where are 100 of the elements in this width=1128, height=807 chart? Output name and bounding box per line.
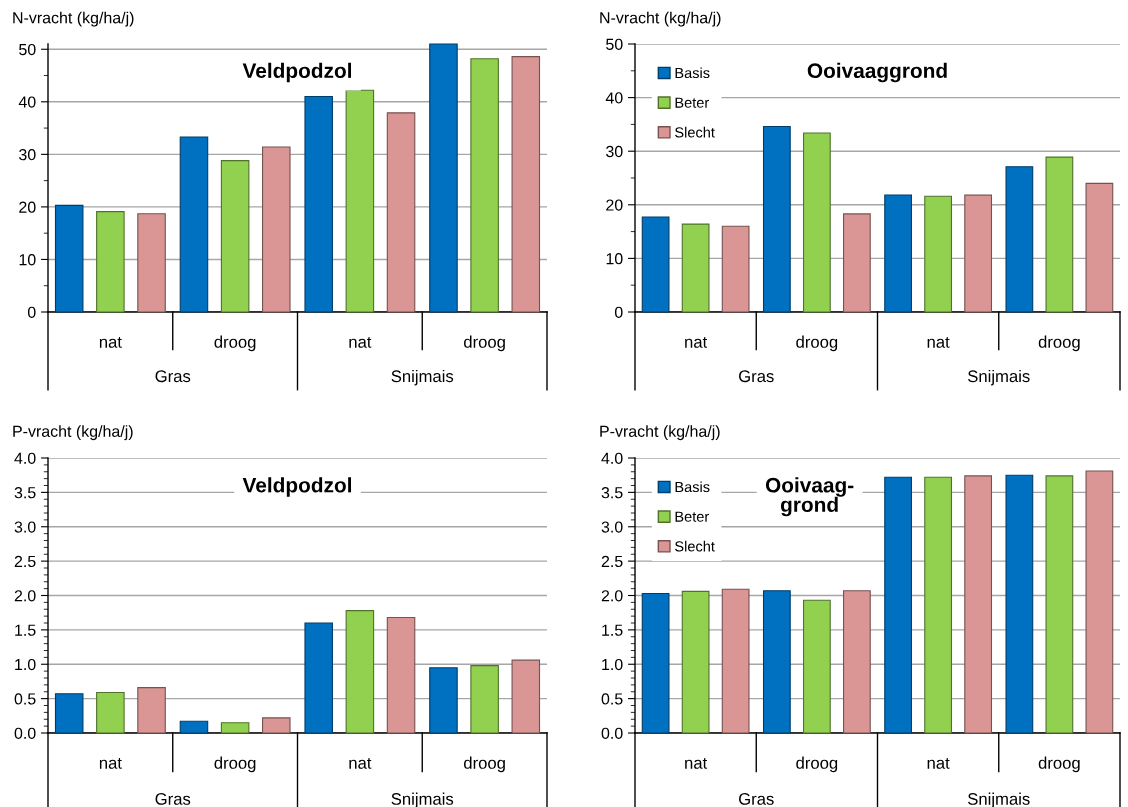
- y-tick-label: 0: [27, 306, 36, 318]
- bar: [470, 58, 499, 313]
- bar: [1045, 475, 1074, 734]
- x-tick-label: droog: [464, 756, 505, 773]
- y-axis-title: N-vracht (kg/ha/j): [13, 11, 134, 27]
- bar: [511, 56, 541, 313]
- bar: [762, 590, 791, 734]
- bar: [884, 476, 913, 734]
- x-tick-label: nat: [349, 757, 372, 769]
- bar: [842, 213, 871, 313]
- legend-label: Slecht: [675, 540, 715, 552]
- legend-label: Slecht: [675, 126, 715, 138]
- bar: [964, 194, 993, 313]
- bar: [1005, 474, 1034, 734]
- bar: [179, 720, 209, 734]
- x-tick-label: droog: [214, 756, 256, 773]
- text: Veldpodzol: [242, 62, 352, 83]
- x-tick-label: nat: [927, 336, 950, 348]
- bar: [345, 610, 375, 734]
- x-tick-label: nat: [685, 336, 708, 348]
- bar: [96, 211, 125, 313]
- y-tick-label: 1.0: [15, 658, 36, 671]
- bar: [802, 132, 831, 313]
- y-tick-label: 0.0: [601, 727, 623, 739]
- legend-label: Beter: [675, 511, 709, 522]
- y-tick-label: 30: [606, 145, 623, 158]
- bar: [1045, 156, 1074, 313]
- y-tick-label: 20: [606, 199, 623, 211]
- text: Snijmais: [391, 369, 454, 386]
- bar: [721, 588, 750, 734]
- bar: [137, 213, 166, 313]
- y-tick-label: 3.0: [601, 521, 623, 533]
- bar: [386, 112, 416, 313]
- bar: [511, 659, 541, 734]
- bar: [842, 590, 871, 734]
- bar: [304, 95, 333, 313]
- y-tick-label: 10: [606, 253, 623, 265]
- x-tick-label: droog: [796, 335, 838, 352]
- legend-label: Beter: [675, 97, 709, 108]
- y-tick-label: 0.5: [14, 693, 36, 705]
- bar: [54, 204, 84, 313]
- bar: [304, 622, 333, 734]
- bar: [641, 592, 670, 734]
- bar: [262, 146, 291, 313]
- bar: [179, 136, 209, 313]
- bar: [964, 475, 993, 734]
- bar: [429, 43, 458, 313]
- y-tick-label: 3.5: [601, 487, 623, 499]
- y-tick-label: 1.5: [15, 624, 36, 636]
- bar: [386, 616, 416, 734]
- bar: [262, 717, 291, 734]
- x-tick-label: nat: [685, 757, 708, 769]
- legend-label: Basis: [675, 67, 710, 79]
- bar: [220, 160, 250, 313]
- y-tick-label: 40: [605, 92, 623, 104]
- text: Ooivaaggrond: [807, 62, 947, 83]
- bar: [884, 194, 913, 313]
- y-tick-label: 3.0: [14, 521, 36, 533]
- bar: [470, 665, 499, 734]
- x-tick-label: nat: [927, 757, 950, 769]
- y-tick-label: 50: [19, 43, 36, 56]
- text: Veldpodzol: [242, 477, 352, 497]
- y-tick-label: 1.0: [602, 658, 623, 671]
- x-tick-label: nat: [99, 336, 122, 348]
- bar: [924, 476, 953, 734]
- y-tick-label: 3.5: [14, 487, 36, 499]
- y-tick-label: 0: [614, 306, 623, 318]
- y-tick-label: 2.5: [14, 555, 36, 568]
- bar: [681, 590, 710, 734]
- x-tick-label: droog: [796, 756, 838, 773]
- y-axis-title: P-vracht (kg/ha/j): [13, 425, 133, 441]
- text: Snijmais: [968, 369, 1030, 386]
- bar: [220, 722, 250, 734]
- text: Gras: [739, 793, 774, 805]
- bar: [924, 195, 953, 313]
- y-tick-label: 0.5: [601, 693, 623, 705]
- y-axis-title: P-vracht (kg/ha/j): [600, 425, 720, 441]
- bar: [96, 691, 125, 734]
- bar: [345, 89, 375, 313]
- text: Gras: [155, 370, 191, 383]
- bar: [681, 223, 710, 313]
- y-tick-label: 4.0: [601, 452, 623, 464]
- y-tick-label: 2.0: [14, 590, 36, 602]
- bar: [137, 687, 166, 734]
- y-tick-label: 30: [19, 148, 36, 161]
- x-tick-label: droog: [1038, 756, 1080, 773]
- text: Ooivaag- grond: [765, 477, 854, 517]
- y-axis-title: N-vracht (kg/ha/j): [600, 11, 721, 27]
- bar: [641, 216, 670, 313]
- y-tick-label: 0.0: [14, 727, 36, 739]
- text: Gras: [155, 793, 191, 805]
- bar: [429, 667, 458, 734]
- y-tick-label: 2.0: [601, 590, 623, 602]
- bar: [1005, 166, 1034, 313]
- bar: [54, 693, 84, 734]
- y-tick-label: 10: [19, 254, 36, 266]
- y-tick-label: 40: [18, 96, 36, 108]
- x-tick-label: droog: [1038, 335, 1080, 352]
- x-tick-label: droog: [464, 335, 505, 352]
- bar: [1085, 182, 1114, 313]
